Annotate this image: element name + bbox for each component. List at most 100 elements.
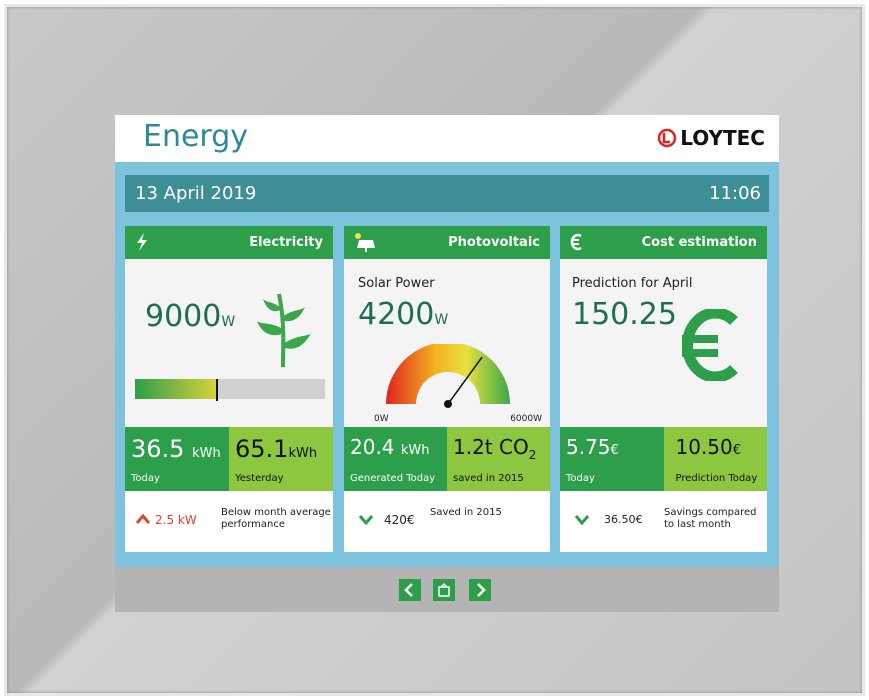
- svg: [570, 232, 584, 252]
- label: €: [611, 443, 619, 458]
- tile: 1.2t CO2 saved in 2015: [447, 427, 550, 491]
- euro-icon: [678, 309, 742, 381]
- app-header: Energy LOYTEC: [115, 115, 779, 162]
- rect: [135, 379, 217, 399]
- photovoltaic-panel: Photovoltaic Solar Power 4200W 0W 6000W …: [344, 226, 550, 552]
- page: Energy LOYTEC 13 April 2019 11:06 Electr…: [0, 0, 869, 700]
- label: Today: [566, 473, 595, 484]
- tile: 10.50€ Prediction Today: [664, 427, 768, 491]
- panel-body: Prediction for April 150.25: [560, 259, 767, 427]
- panel-footer: 36.50€ Savings compared to last month: [560, 491, 767, 552]
- panel-body: 9000W: [125, 259, 333, 427]
- label: 2: [529, 448, 537, 462]
- label: €: [733, 443, 741, 458]
- path: [664, 133, 670, 142]
- label: Generated Today: [350, 473, 435, 484]
- tile: 5.75€ Today: [560, 427, 664, 491]
- polyline: [137, 516, 149, 523]
- panel-title: Cost estimation: [642, 235, 757, 250]
- label: 5.75: [566, 435, 611, 459]
- panel-footer: 420€ Saved in 2015: [344, 491, 550, 552]
- panel-header: Photovoltaic: [344, 226, 550, 259]
- label: 2.5 kW: [155, 513, 197, 527]
- path: [439, 584, 449, 596]
- label: Solar Power: [358, 276, 435, 291]
- abs: [574, 513, 590, 525]
- label: Today: [131, 473, 160, 484]
- tv: 36.5 kWh: [131, 435, 221, 463]
- label: 420€: [384, 513, 415, 527]
- screen: Energy LOYTEC 13 April 2019 11:06 Electr…: [115, 115, 779, 612]
- svg: [433, 579, 455, 601]
- logo-icon: [657, 128, 677, 148]
- gauge: 0W 6000W: [344, 344, 550, 427]
- svg: [354, 232, 376, 252]
- main-value: 4200W: [358, 297, 448, 332]
- circle: [355, 233, 361, 239]
- home-button[interactable]: [433, 579, 455, 601]
- time: 11:06: [709, 183, 761, 204]
- label: kWh: [192, 446, 221, 461]
- panel-footer: 2.5 kW Below month average performance: [125, 491, 333, 552]
- gauge-hub: [444, 400, 452, 408]
- polyline: [576, 516, 588, 523]
- panel-title: Photovoltaic: [448, 235, 540, 250]
- label: kWh: [401, 443, 430, 458]
- label: W: [221, 314, 235, 330]
- label: W: [434, 312, 448, 328]
- panel-title: Electricity: [249, 235, 323, 250]
- tv: 65.1kWh: [235, 435, 317, 463]
- logo-text: LOYTEC: [680, 126, 765, 150]
- label: 1.2t CO: [453, 435, 529, 459]
- label: 65.1: [235, 435, 288, 463]
- label: 9000: [145, 299, 221, 334]
- text: 6000W: [510, 414, 542, 424]
- label: 10.50: [676, 435, 733, 459]
- panel-header: Cost estimation: [560, 226, 767, 259]
- label: Saved in 2015: [430, 507, 540, 519]
- svg: [469, 579, 491, 601]
- label: W: [533, 414, 542, 424]
- tv: 20.4 kWh: [350, 435, 430, 459]
- abs: [358, 513, 374, 525]
- path: [572, 235, 581, 249]
- label: Yesterday: [235, 473, 284, 484]
- power-bar: [135, 379, 325, 401]
- tv: 10.50€: [676, 435, 742, 459]
- panel-body: Solar Power 4200W 0W 6000W: [344, 259, 550, 427]
- main-value: 150.25: [572, 297, 677, 332]
- polyline: [360, 516, 372, 523]
- tv: 5.75€: [566, 435, 619, 459]
- label: Prediction for April: [572, 276, 692, 291]
- logo: LOYTEC: [657, 126, 765, 150]
- label: kWh: [288, 446, 317, 461]
- text: 0W: [374, 414, 389, 424]
- nav-bar: [115, 567, 779, 612]
- abs: [135, 513, 151, 525]
- label: saved in 2015: [453, 473, 524, 484]
- circle: [659, 130, 675, 146]
- label: 36.50€: [604, 513, 643, 526]
- label: 4200: [358, 297, 434, 332]
- label: Savings compared to last month: [664, 507, 760, 531]
- plant-icon: [253, 289, 313, 369]
- status-bar: 13 April 2019 11:06: [125, 175, 769, 212]
- label: Prediction Today: [676, 473, 758, 484]
- polyline: [406, 584, 412, 596]
- label: 6000: [510, 414, 533, 424]
- next-button[interactable]: [469, 579, 491, 601]
- cost-panel: Cost estimation Prediction for April 150…: [560, 226, 767, 552]
- tv: 1.2t CO2: [453, 435, 536, 462]
- prev-button[interactable]: [399, 579, 421, 601]
- tile: 65.1kWh Yesterday: [229, 427, 333, 491]
- svg: [399, 579, 421, 601]
- path: [386, 344, 510, 404]
- path: [687, 313, 734, 377]
- date: 13 April 2019: [135, 183, 256, 204]
- polygon: [357, 240, 375, 248]
- label: 20.4: [350, 435, 395, 459]
- label: W: [380, 414, 389, 424]
- tile: 36.5 kWh Today: [125, 427, 229, 491]
- label: Below month average performance: [221, 507, 331, 531]
